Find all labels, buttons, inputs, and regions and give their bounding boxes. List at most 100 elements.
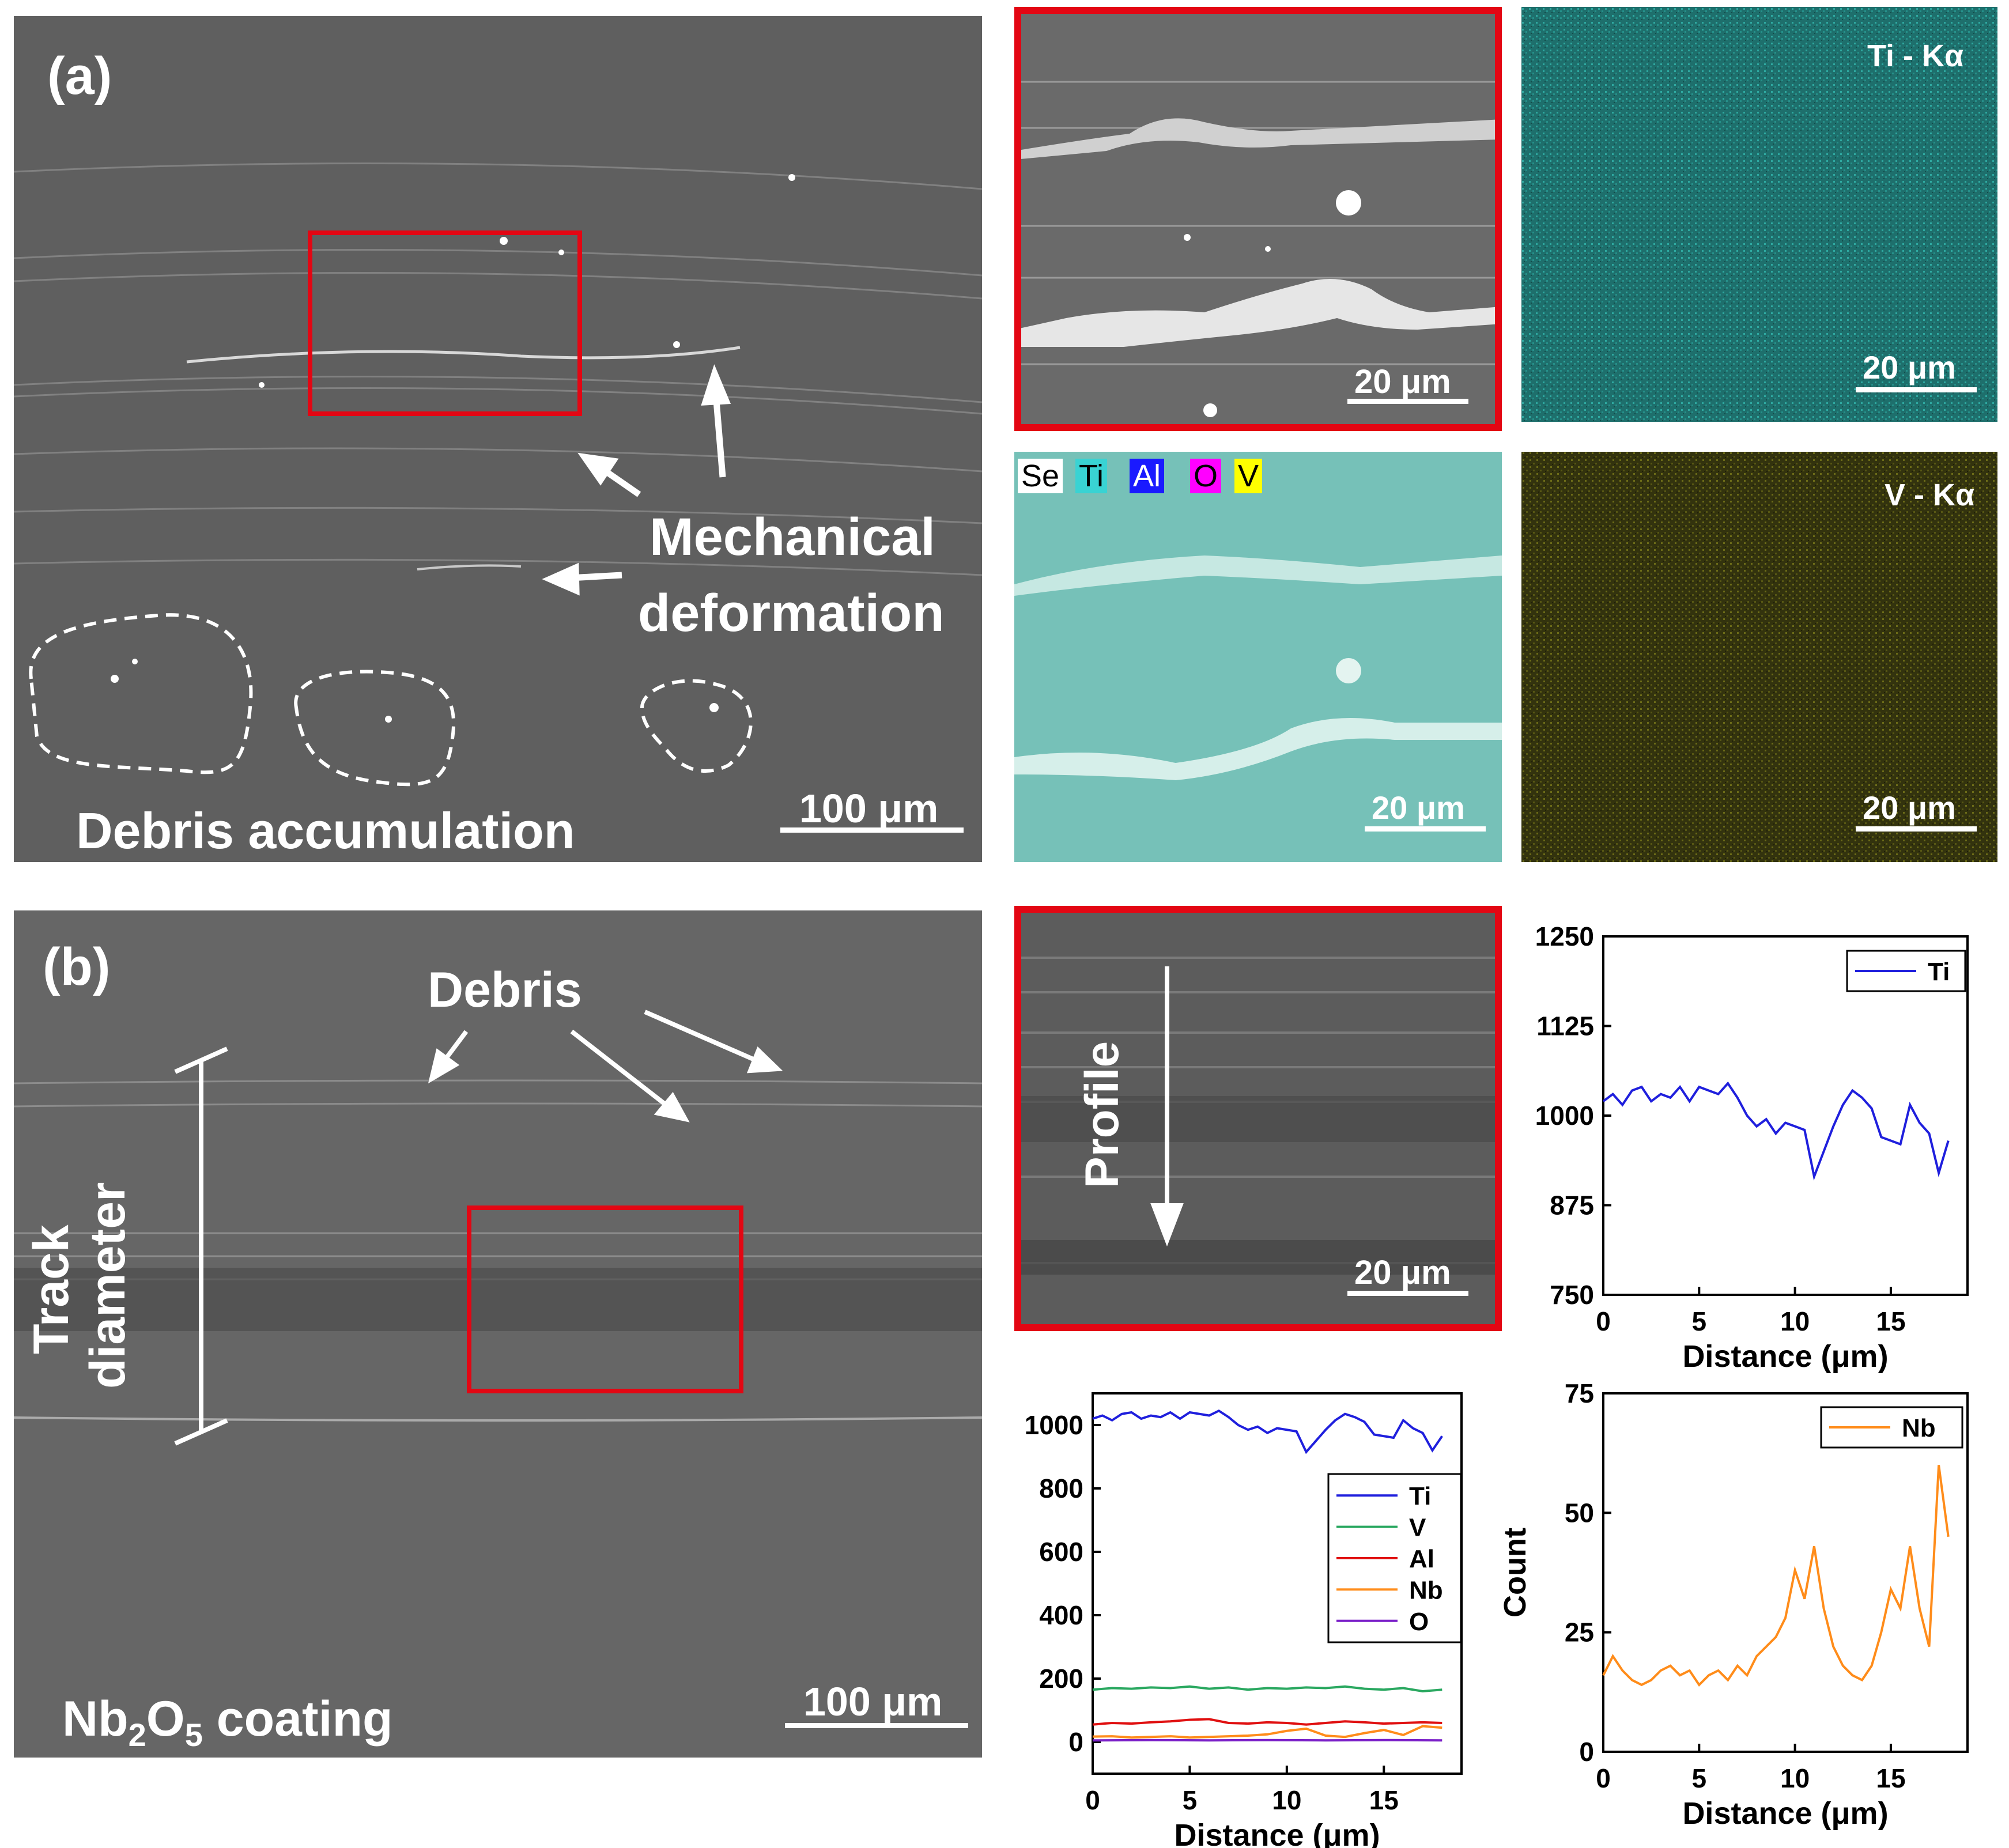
nb_profile-plot-frame (1602, 1392, 1969, 1753)
debris-particles (111, 174, 795, 723)
sem-image-b: (b) Debris Track diameter Nb2O5 coating … (14, 910, 982, 1758)
annotation-track-line1: Track (24, 1225, 79, 1354)
ti_profile-xtick-label-1: 5 (1692, 1306, 1707, 1336)
all_elements_profile-ytick-label-2: 400 (1039, 1600, 1083, 1630)
nb_profile-series-nb (1602, 1465, 1950, 1687)
overlay-legend-ti: Ti (1075, 459, 1107, 493)
zoom-frame-a (1014, 7, 1502, 431)
sem-zoom-a: 20 μm (1014, 7, 1502, 431)
coating-label-o: O (146, 1691, 185, 1747)
annotation-track-line2: diameter (80, 1182, 135, 1389)
eds-ti-scale-bar (1856, 387, 1977, 392)
annotation-mechanical-line2: deformation (638, 584, 945, 643)
arrows-b (428, 1010, 783, 1123)
sem-image-a: (a) Mechanical deformation Debris accumu… (14, 16, 982, 862)
nb_profile-xlabel: Distance (μm) (1682, 1796, 1888, 1831)
ti_profile-ytick-label-0: 750 (1550, 1280, 1594, 1310)
zoom-region-box-a (308, 230, 582, 416)
all_elements_profile-legend-box (1327, 1473, 1462, 1643)
overlay-scale-bar (1365, 826, 1486, 832)
ti_profile-ytick-label-1: 875 (1550, 1191, 1594, 1220)
all_elements_profile-ytick-label-4: 800 (1039, 1473, 1083, 1503)
all_elements_profile-plot-frame (1092, 1392, 1463, 1775)
zoom-scale-bar-b (1347, 1291, 1468, 1296)
eds-overlay-texture (1014, 555, 1502, 780)
all_elements_profile-series-ti (1092, 1409, 1443, 1454)
all_elements_profile-xtick-label-0: 0 (1085, 1785, 1100, 1815)
all_elements_profile-xtick-label-2: 10 (1272, 1785, 1301, 1815)
zoom-scale-bar-label-b: 20 μm (1354, 1254, 1451, 1291)
arrows-a (542, 364, 731, 596)
panel-label-a: (a) (47, 47, 112, 105)
nb_profile-ytick-label-3: 75 (1565, 1378, 1594, 1408)
all_elements_profile-legend-label-nb: Nb (1409, 1576, 1443, 1604)
annotation-debris: Debris (428, 962, 582, 1018)
sem-zoom-texture-b (1014, 957, 1502, 1275)
eds-map-v: V - Kα 20 μm (1521, 452, 1997, 862)
panel-label-b: (b) (43, 938, 111, 996)
coating-label-rest: coating (202, 1691, 393, 1747)
coating-label-nb: Nb (62, 1691, 129, 1747)
eds-map-ti: Ti - Kα 20 μm (1521, 7, 1997, 422)
sem-zoom-texture-a (1014, 81, 1502, 417)
zoom-frame-b (1014, 906, 1502, 1331)
eds-overlay-map: Se Ti Al O V 20 μm (1014, 452, 1502, 862)
all_elements_profile-legend-label-o: O (1409, 1608, 1429, 1636)
all_elements_profile-ytick-label-5: 1000 (1025, 1410, 1083, 1440)
all_elements_profile-ytick-label-1: 200 (1039, 1664, 1083, 1694)
all_elements_profile-legend-label-ti: Ti (1409, 1482, 1431, 1510)
nb_profile-legend-label-nb: Nb (1902, 1414, 1936, 1442)
nb_profile-ytick-label-0: 0 (1579, 1737, 1594, 1767)
scale-bar-label-b: 100 μm (803, 1679, 943, 1724)
debris-outlines (29, 613, 753, 787)
coating-label-sub2: 5 (184, 1717, 203, 1753)
nb_profile-xtick-label-0: 0 (1596, 1763, 1611, 1793)
zoom-region-box-b (467, 1205, 743, 1393)
ti_profile-plot-frame (1602, 935, 1969, 1296)
all_elements_profile-series-o (1092, 1739, 1442, 1742)
coating-label: Nb2O5 coating (62, 1694, 393, 1751)
all_elements_profile-series-al (1092, 1718, 1442, 1726)
nb_profile-xtick-label-3: 15 (1876, 1763, 1905, 1793)
overlay-scale-bar-label: 20 μm (1372, 789, 1465, 826)
profile-arrow (1150, 966, 1184, 1247)
eds-ti-noise (1521, 7, 1997, 422)
ti_profile-legend-label-ti: Ti (1928, 958, 1950, 986)
zoom-scale-bar-a (1347, 399, 1468, 404)
scale-bar-a (780, 827, 964, 833)
nb_profile-xtick-label-1: 5 (1692, 1763, 1707, 1793)
ti_profile-series-ti (1602, 1081, 1950, 1181)
sem-texture-a (14, 162, 982, 787)
eds-ti-scale-bar-label: 20 μm (1863, 349, 1956, 386)
nb_profile-legend-box (1820, 1406, 1963, 1449)
profile-label: Profile (1076, 1041, 1128, 1188)
overlay-legend-o: O (1190, 459, 1222, 493)
all_elements_profile-legend-label-al: Al (1409, 1545, 1434, 1573)
annotation-debris-accumulation: Debris accumulation (76, 802, 575, 859)
all_elements_profile-ytick-label-0: 0 (1068, 1727, 1083, 1757)
eds-v-noise (1521, 452, 1997, 862)
ti_profile-xtick-label-0: 0 (1596, 1306, 1611, 1336)
all_elements_profile-legend-label-v: V (1409, 1514, 1426, 1542)
all_elements_profile-series-nb (1092, 1725, 1442, 1739)
ti_profile-ytick-label-3: 1125 (1536, 1011, 1594, 1041)
eds-ti-title: Ti - Kα (1867, 39, 1964, 73)
ti_profile-legend-box (1846, 950, 1966, 992)
annotation-mechanical-line1: Mechanical (649, 508, 935, 566)
eds-v-title: V - Kα (1885, 478, 1975, 512)
ti_profile-xlabel: Distance (μm) (1682, 1339, 1888, 1374)
nb_profile-ytick-label-2: 50 (1565, 1498, 1594, 1528)
sem-texture-b (14, 1010, 982, 1446)
all_elements_profile-xtick-label-3: 15 (1369, 1785, 1399, 1815)
track-diameter-bar (174, 1046, 228, 1446)
overlay-legend-se: Se (1018, 459, 1063, 493)
sem-zoom-b: Profile 20 μm (1014, 906, 1502, 1331)
ti_profile-ytick-label-4: 1250 (1535, 921, 1594, 951)
all_elements_profile-xtick-label-1: 5 (1183, 1785, 1198, 1815)
nb_profile-ylabel: Count (1498, 1528, 1532, 1618)
ti_profile-ytick-label-2: 1000 (1535, 1101, 1594, 1131)
nb_profile-xtick-label-2: 10 (1780, 1763, 1810, 1793)
coating-label-sub1: 2 (128, 1717, 146, 1753)
eds-v-scale-bar (1856, 826, 1977, 832)
overlay-legend-v: V (1234, 459, 1263, 493)
